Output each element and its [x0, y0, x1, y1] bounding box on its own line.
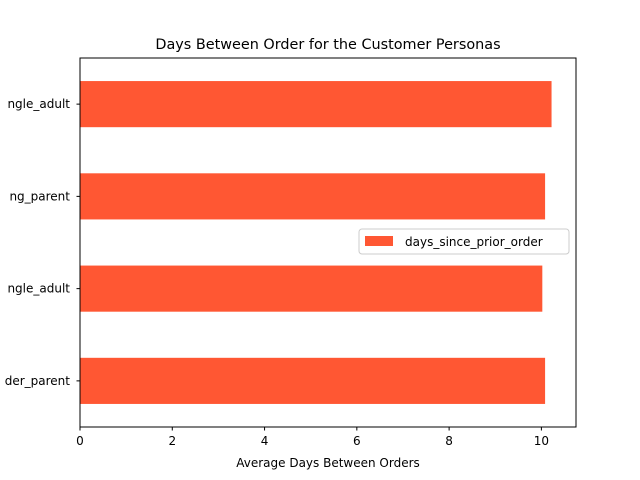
x-tick-label: 10 — [534, 434, 549, 448]
legend-label: days_since_prior_order — [405, 235, 543, 249]
bar-2 — [80, 265, 543, 312]
x-axis-title: Average Days Between Orders — [236, 456, 420, 470]
x-tick-label: 2 — [168, 434, 176, 448]
y-axis-ticks: ngle_adult ng_parent ngle_adult der_parent — [5, 97, 80, 388]
x-tick-label: 8 — [445, 434, 453, 448]
x-tick-label: 4 — [261, 434, 269, 448]
chart-title: Days Between Order for the Customer Pers… — [155, 37, 500, 53]
x-axis-ticks: 0 2 4 6 8 10 — [76, 427, 549, 448]
legend: days_since_prior_order — [358, 228, 570, 255]
bar-1 — [80, 173, 546, 220]
plot-frame — [79, 57, 577, 428]
legend-swatch — [365, 236, 393, 246]
y-tick-label: der_parent — [5, 374, 71, 388]
bars-group — [80, 81, 552, 404]
y-tick-label: ngle_adult — [7, 282, 70, 296]
legend-box — [358, 228, 570, 255]
x-tick-label: 6 — [353, 434, 361, 448]
bar-0 — [80, 81, 552, 128]
y-tick-label: ngle_adult — [7, 97, 70, 111]
x-tick-label: 0 — [76, 434, 84, 448]
bar-3 — [80, 357, 546, 404]
y-tick-label: ng_parent — [9, 189, 70, 203]
